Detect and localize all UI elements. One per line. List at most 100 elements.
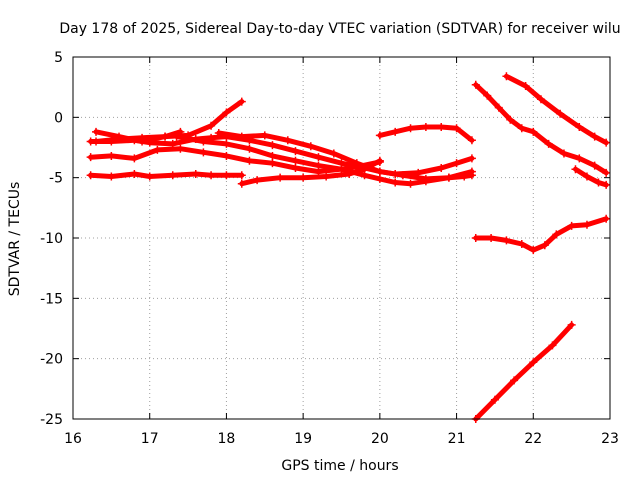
data-point <box>452 124 461 133</box>
data-point <box>602 138 611 147</box>
data-point <box>529 127 538 136</box>
data-point <box>559 149 568 158</box>
data-point <box>222 139 231 148</box>
data-point <box>161 132 170 141</box>
data-point <box>517 240 526 249</box>
series-band <box>503 73 609 146</box>
data-point <box>575 154 584 163</box>
data-point <box>510 376 519 385</box>
data-point <box>529 358 538 367</box>
data-point <box>107 137 116 146</box>
data-point <box>207 171 216 180</box>
data-point <box>237 171 246 180</box>
data-point <box>602 214 611 223</box>
data-point <box>337 165 346 174</box>
data-point <box>487 234 496 242</box>
x-tick-label: 22 <box>524 431 542 447</box>
y-tick-label: -15 <box>40 291 63 307</box>
series-10 <box>471 80 611 177</box>
data-point <box>471 234 480 242</box>
series-7 <box>214 129 476 183</box>
data-point <box>176 144 185 153</box>
data-point <box>130 170 139 179</box>
data-point <box>168 139 177 148</box>
data-point <box>107 151 116 160</box>
data-point <box>471 80 480 89</box>
data-point <box>502 236 511 245</box>
data-point <box>552 230 561 239</box>
data-point <box>437 164 446 173</box>
data-point <box>421 174 430 183</box>
data-point <box>406 124 415 133</box>
data-point <box>540 241 549 250</box>
data-point <box>237 132 246 141</box>
data-point <box>176 127 185 136</box>
data-point <box>590 161 599 170</box>
data-point <box>398 171 407 180</box>
data-point <box>345 170 354 179</box>
series-12 <box>571 165 611 189</box>
data-point <box>130 154 139 163</box>
y-tick-label: 0 <box>54 110 63 126</box>
data-point <box>602 180 611 189</box>
data-point <box>291 156 300 165</box>
x-tick-label: 16 <box>64 431 82 447</box>
data-point <box>494 103 503 112</box>
data-point <box>168 171 177 180</box>
data-point <box>467 154 476 163</box>
x-tick-label: 18 <box>218 431 236 447</box>
data-point <box>375 156 384 165</box>
data-point <box>306 142 315 151</box>
data-point <box>245 156 254 165</box>
y-tick-label: -20 <box>40 352 63 368</box>
data-point <box>506 115 515 124</box>
data-point <box>352 159 361 168</box>
data-point <box>536 95 545 104</box>
data-point <box>322 172 331 181</box>
y-axis-title: SDTVAR / TECUs <box>7 182 23 297</box>
data-point <box>594 178 603 187</box>
data-point <box>375 167 384 176</box>
series-8 <box>237 156 384 188</box>
data-point <box>602 168 611 177</box>
data-point <box>544 139 553 148</box>
data-point <box>107 172 116 181</box>
data-point <box>521 81 530 90</box>
data-point <box>260 131 269 140</box>
series-9 <box>375 122 476 145</box>
data-point <box>268 141 277 150</box>
data-point <box>283 136 292 145</box>
data-point <box>483 91 492 100</box>
data-point <box>360 165 369 174</box>
data-point <box>391 178 400 187</box>
data-point <box>375 131 384 140</box>
data-point <box>567 221 576 230</box>
ticks: 16 17 18 19 20 21 22 23 5 0 -5 -10 -15 -20 -25 <box>40 50 619 447</box>
series-13 <box>471 214 611 255</box>
data-point <box>222 108 231 117</box>
x-tick-label: 17 <box>141 431 159 447</box>
data-points <box>86 72 611 423</box>
data-point <box>490 395 499 404</box>
series-11 <box>502 72 611 147</box>
data-point <box>245 144 254 153</box>
series-2 <box>86 170 246 181</box>
data-point <box>268 151 277 160</box>
data-point <box>567 320 576 329</box>
data-point <box>406 179 415 188</box>
data-point <box>291 147 300 156</box>
data-point <box>375 174 384 183</box>
data-point <box>467 136 476 145</box>
data-point <box>237 97 246 106</box>
data-point <box>314 153 323 162</box>
data-point <box>460 172 469 181</box>
data-point <box>222 151 231 160</box>
series-band <box>473 216 609 253</box>
data-point <box>86 171 95 180</box>
series-band <box>573 166 609 188</box>
data-point <box>437 122 446 131</box>
data-point <box>115 132 124 141</box>
data-point <box>556 109 565 118</box>
data-point <box>86 153 95 162</box>
